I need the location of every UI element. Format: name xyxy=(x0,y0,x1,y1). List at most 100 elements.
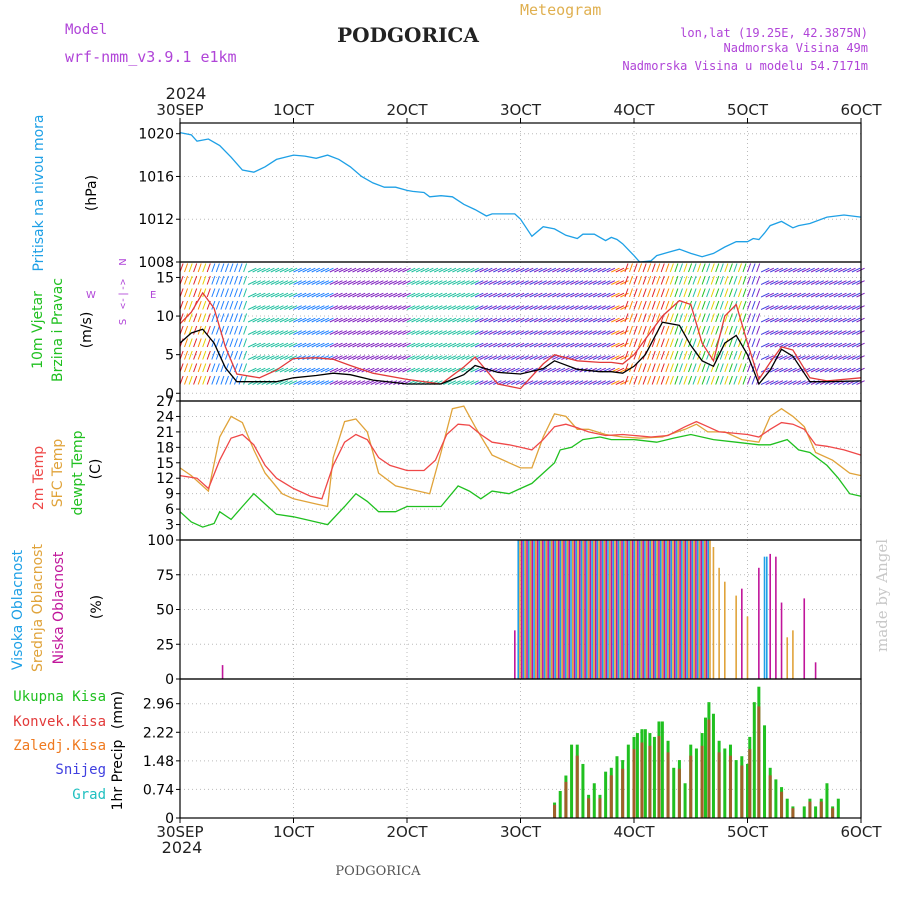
wind-barb xyxy=(574,280,584,285)
precip-frame xyxy=(179,678,862,819)
wind-barb xyxy=(429,292,439,298)
wind-barb xyxy=(325,342,334,348)
wind-barb xyxy=(443,342,452,348)
precip-conv-bar xyxy=(666,752,670,818)
x-tick-label-bottom: 4OCT xyxy=(614,823,656,841)
wind-barb xyxy=(779,342,788,348)
wind-barb xyxy=(356,342,366,348)
wind-barb xyxy=(737,363,742,373)
wind-barb xyxy=(588,380,598,385)
temperature-ytick-label: 6 xyxy=(165,502,174,518)
wind-barb xyxy=(374,317,384,323)
wind-barb xyxy=(669,350,674,360)
wind-barb xyxy=(411,267,420,273)
wind-barb xyxy=(579,330,588,335)
wind-barb xyxy=(243,325,248,335)
wind-barb xyxy=(402,342,411,348)
wind-barb xyxy=(620,355,629,360)
wind-speed-line xyxy=(179,321,862,386)
wind-barb xyxy=(620,367,629,373)
wind-barb xyxy=(270,267,280,273)
wind-barb xyxy=(397,267,407,273)
precip-total-bar xyxy=(615,756,619,818)
wind-barb xyxy=(256,292,266,298)
wind-barb xyxy=(819,280,829,285)
wind-barb xyxy=(429,317,439,323)
wind-barb xyxy=(765,305,775,310)
wind-barb xyxy=(847,330,856,335)
wind-barb xyxy=(751,300,756,310)
wind-barb xyxy=(533,305,543,310)
wind-barb xyxy=(760,280,770,285)
wind-barb xyxy=(656,375,661,385)
wind-barb xyxy=(311,317,321,323)
wind-barb xyxy=(779,292,788,298)
wind-barb xyxy=(756,363,761,373)
wind-barb xyxy=(252,267,262,273)
wind-barb xyxy=(788,330,797,335)
precip-total-bar xyxy=(626,744,630,818)
precip-conv-bar xyxy=(808,801,812,818)
wind-barb xyxy=(465,330,475,335)
wind-barb xyxy=(483,330,493,335)
wind-barb xyxy=(211,375,216,385)
wind-barb xyxy=(483,355,493,360)
wind-barb xyxy=(388,355,398,360)
wind-barb xyxy=(288,280,298,285)
wind-barb xyxy=(783,355,793,360)
wind-barb xyxy=(710,288,715,298)
wind-barb xyxy=(737,263,742,273)
wind-barb xyxy=(624,375,629,385)
wind-barb xyxy=(266,280,275,285)
wind-barb xyxy=(188,288,193,298)
wind-barb xyxy=(547,330,557,335)
wind-barb xyxy=(815,317,825,323)
precip-conv-bar xyxy=(657,735,661,818)
wind-barb xyxy=(334,367,343,373)
wind-barb xyxy=(529,267,538,273)
wind-barb xyxy=(315,380,325,385)
wind-barb xyxy=(833,367,843,373)
wind-barb xyxy=(779,317,788,323)
wind-barb xyxy=(683,313,688,323)
wind-barb xyxy=(302,380,311,385)
wind-barb xyxy=(465,292,475,298)
wind-barb xyxy=(638,288,643,298)
wind-barb xyxy=(597,330,607,335)
wind-barb xyxy=(756,350,761,360)
wind-barb xyxy=(611,330,620,335)
wind-barb xyxy=(356,355,366,360)
wind-barb xyxy=(565,330,575,335)
wind-barb xyxy=(642,338,647,348)
temp-2m-label: 2m Temp xyxy=(31,446,47,510)
wind-barb xyxy=(828,280,838,285)
wind-barb xyxy=(838,367,847,373)
precip-ytick-label: 0 xyxy=(165,811,174,827)
wind-barb xyxy=(452,342,461,348)
pressure-ylabels: Pritisak na nivou mora (hPa) xyxy=(31,114,100,271)
wind-barb xyxy=(520,292,529,298)
wind-barb xyxy=(529,342,538,348)
model-label: Model xyxy=(65,22,107,38)
wind-barb xyxy=(611,355,620,360)
precip-conv-bar xyxy=(677,768,681,818)
wind-barb xyxy=(656,363,661,373)
wind-barb xyxy=(674,263,679,273)
wind-barb xyxy=(238,325,243,335)
wind-barb xyxy=(797,280,806,285)
wind-barb xyxy=(533,355,543,360)
wind-barb xyxy=(338,280,348,285)
wind-barb xyxy=(556,305,566,310)
wind-barb xyxy=(561,317,570,323)
wind-barb xyxy=(810,355,820,360)
wind-barb xyxy=(769,267,779,273)
wind-barb xyxy=(524,342,534,348)
wind-barb xyxy=(847,355,856,360)
precip-conv-bar xyxy=(768,775,772,818)
wind-barb xyxy=(229,338,234,348)
wind-barb xyxy=(393,355,402,360)
wind-barb xyxy=(443,292,452,298)
wind-barb xyxy=(520,317,529,323)
wind-barb xyxy=(728,325,733,335)
